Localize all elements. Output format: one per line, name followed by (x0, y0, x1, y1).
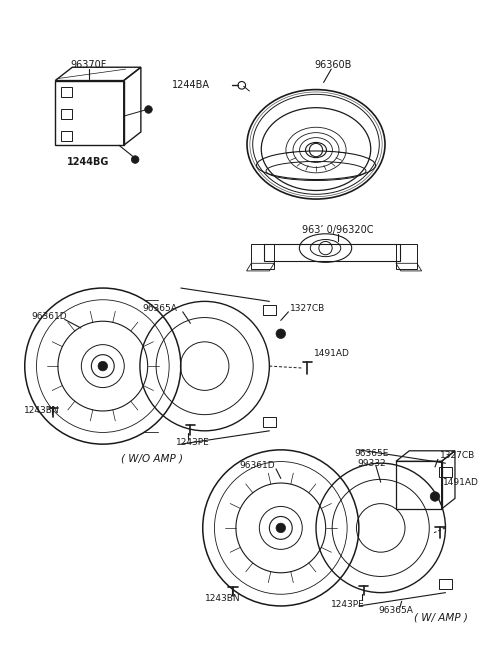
Text: 96365A: 96365A (379, 606, 414, 615)
Text: 96361D: 96361D (32, 312, 67, 321)
Circle shape (144, 106, 152, 113)
Text: 1327CB: 1327CB (290, 304, 325, 313)
Text: 1243BN: 1243BN (24, 406, 60, 415)
Text: 963’ 0/96320C: 963’ 0/96320C (302, 225, 373, 235)
Text: ( W/ AMP ): ( W/ AMP ) (414, 612, 468, 622)
Text: 99332: 99332 (357, 459, 385, 468)
Circle shape (276, 329, 286, 338)
Text: 96370F: 96370F (71, 60, 107, 70)
Text: 1327CB: 1327CB (440, 451, 475, 460)
Text: 1491AD: 1491AD (443, 478, 479, 487)
Text: ( W/O AMP ): ( W/O AMP ) (121, 453, 183, 463)
Text: 1244BG: 1244BG (67, 158, 110, 168)
Text: 96365E: 96365E (354, 449, 388, 458)
Text: 1491AD: 1491AD (314, 350, 350, 358)
Text: 96365A: 96365A (143, 304, 177, 313)
Text: 1243PE: 1243PE (176, 438, 210, 447)
Text: 96361D: 96361D (239, 461, 275, 470)
Circle shape (132, 156, 139, 164)
Text: 1243PE: 1243PE (331, 600, 365, 608)
Circle shape (276, 523, 286, 533)
Text: 1244BA: 1244BA (172, 80, 210, 90)
Text: 1243BN: 1243BN (204, 594, 240, 603)
Circle shape (430, 491, 440, 501)
Circle shape (98, 361, 108, 371)
Text: 96360B: 96360B (314, 60, 352, 70)
